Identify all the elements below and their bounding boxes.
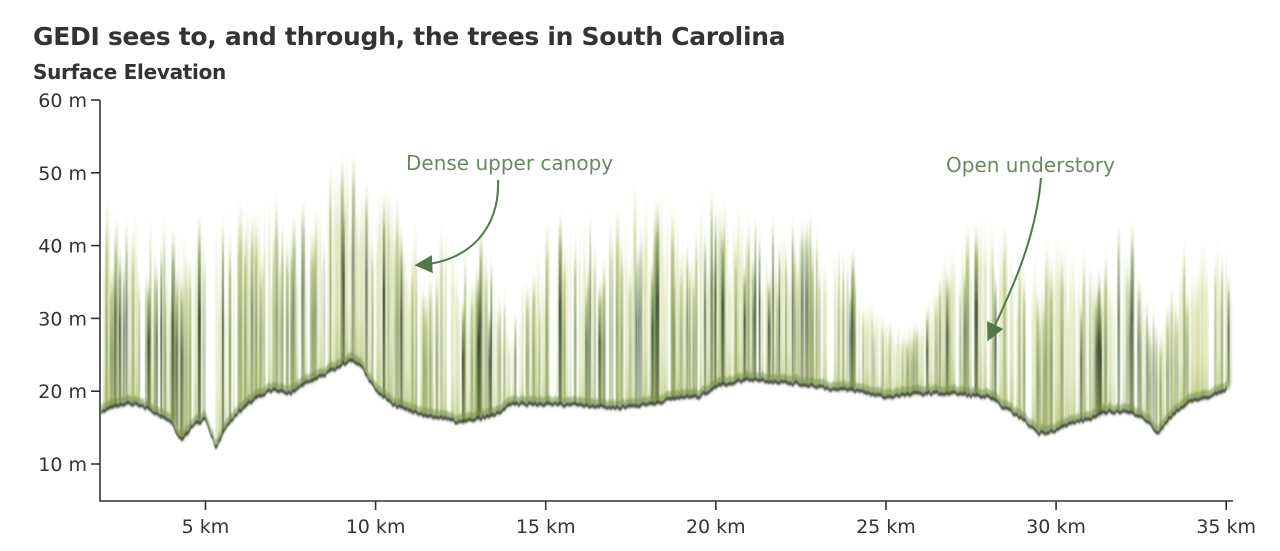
y-tick-label: 40 m — [38, 236, 87, 258]
arrow-icon — [414, 179, 500, 274]
annotation-dense-canopy-label: Dense upper canopy — [406, 151, 613, 175]
y-tick-label: 20 m — [38, 381, 87, 403]
x-tick-label: 15 km — [516, 516, 576, 538]
y-tick-label: 10 m — [38, 454, 87, 476]
y-tick-label: 30 m — [38, 308, 87, 330]
annotation-open-understory-label: Open understory — [946, 153, 1115, 177]
arrow-icon — [987, 177, 1042, 342]
x-tick-label: 10 km — [346, 516, 406, 538]
ground-returns — [101, 352, 1227, 449]
x-tick-label: 20 km — [686, 516, 746, 538]
x-tick-label: 25 km — [856, 516, 916, 538]
chart-subtitle: Surface Elevation — [33, 60, 226, 84]
canopy-returns — [103, 149, 1233, 447]
y-tick-label: 50 m — [38, 163, 87, 185]
x-tick-label: 35 km — [1196, 516, 1256, 538]
chart-title: GEDI sees to, and through, the trees in … — [33, 22, 786, 51]
annotation-dense-canopy: Dense upper canopy — [406, 151, 613, 274]
x-tick-label: 30 km — [1026, 516, 1086, 538]
x-axis: 5 km 10 km 15 km 20 km 25 km 30 km 35 km — [99, 500, 1256, 538]
y-tick-label: 60 m — [38, 90, 87, 112]
x-tick-label: 5 km — [182, 516, 230, 538]
y-axis: 10 m 20 m 30 m 40 m 50 m 60 m — [38, 90, 101, 501]
annotation-open-understory: Open understory — [946, 153, 1115, 342]
